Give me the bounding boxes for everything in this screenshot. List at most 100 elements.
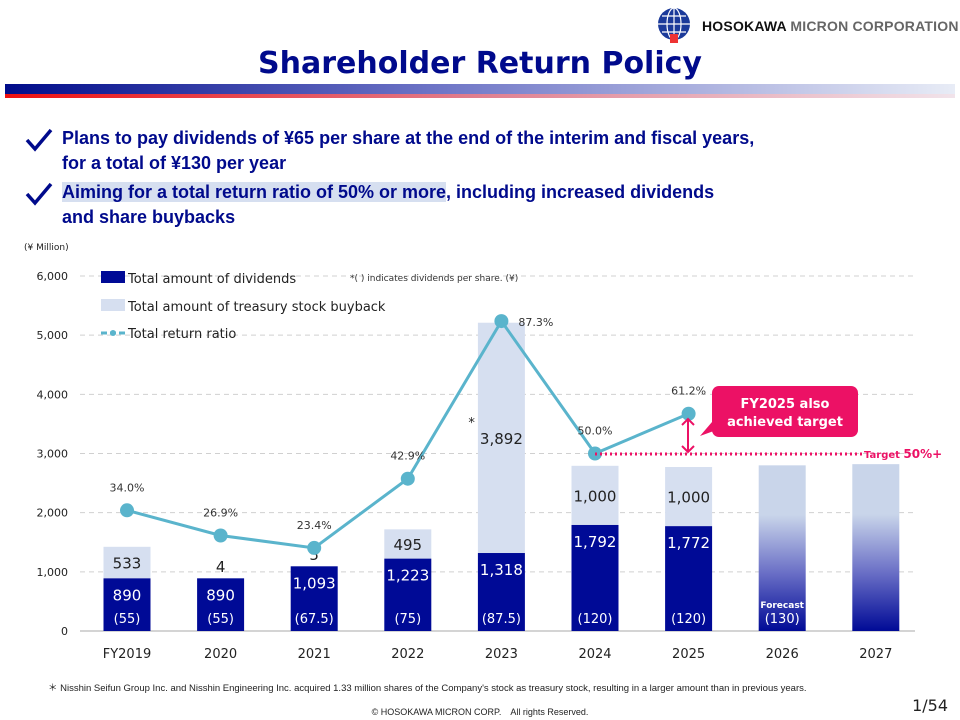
dividend-per-share-label: (130): [765, 612, 800, 627]
bar-buyback: [477, 322, 525, 554]
dividend-per-share-label: (120): [671, 612, 706, 627]
x-tick-label: 2024: [578, 647, 611, 662]
x-tick-label: 2020: [204, 647, 237, 662]
bar-dividends: [103, 578, 151, 631]
return-ratio-point: [494, 314, 509, 329]
y-tick-label: 1,000: [37, 566, 69, 579]
buyback-label: 4: [216, 558, 226, 576]
bullet-1-line-1: Plans to pay dividends of ¥65 per share …: [62, 128, 755, 148]
bullet-return-ratio: Aiming for a total return ratio of 50% o…: [24, 180, 714, 230]
legend-swatch-buyback: [101, 299, 125, 311]
dividends-label: 890: [206, 586, 235, 604]
dividends-label: 1,792: [574, 533, 617, 551]
bullet-2-line-1-rest: , including increased dividends: [446, 182, 715, 202]
unit-label: (¥ Million): [24, 243, 69, 253]
dividends-label: 890: [113, 586, 142, 604]
bar-forecast: [852, 464, 900, 631]
bullet-2-line-2: and share buybacks: [62, 207, 236, 227]
buyback-label: 1,000: [574, 487, 617, 505]
legend-marker-ratio: [110, 330, 116, 336]
y-tick-label: 0: [61, 625, 68, 638]
bar-dividends: [197, 578, 245, 631]
company-logo: HOSOKAWA MICRON CORPORATION: [654, 6, 959, 46]
dividends-label: 1,772: [667, 534, 710, 552]
checkmark-icon: [25, 182, 53, 206]
x-tick-label: 2025: [672, 647, 705, 662]
bar-dividends: [290, 566, 338, 631]
callout-box: [712, 386, 858, 437]
x-tick-label: 2027: [859, 647, 892, 662]
asterisk-mark: *: [468, 416, 475, 431]
y-tick-label: 3,000: [37, 448, 69, 461]
return-ratio-point: [400, 471, 415, 486]
return-ratio-label: 50.0%: [578, 425, 613, 438]
return-ratio-point: [120, 503, 134, 518]
dividend-per-share-label: (67.5): [295, 612, 334, 627]
dividend-per-share-label: (75): [394, 612, 421, 627]
return-ratio-label: 23.4%: [297, 519, 332, 532]
dps-note: *( ) indicates dividends per share. (¥): [350, 274, 518, 284]
x-tick-label: 2021: [298, 647, 331, 662]
gap-arrow-icon: [681, 417, 695, 454]
bar-buyback: [571, 465, 619, 525]
return-ratio-label: 26.9%: [203, 507, 238, 520]
y-tick-label: 2,000: [37, 507, 69, 520]
buyback-label: 533: [113, 555, 142, 573]
copyright: © HOSOKAWA MICRON CORP. All rights Reser…: [371, 707, 589, 717]
x-tick-label: FY2019: [103, 647, 152, 662]
return-ratio-point: [307, 540, 322, 555]
buyback-label: 1,000: [667, 489, 710, 507]
globe-logo-icon: [658, 7, 690, 43]
dividend-per-share-label: (87.5): [482, 612, 521, 627]
page-title: Shareholder Return Policy: [258, 46, 702, 81]
buyback-label: 3,892: [480, 430, 523, 448]
legend-label-ratio: Total return ratio: [127, 327, 236, 342]
bar-forecast: [758, 465, 806, 631]
bar-buyback: [103, 546, 151, 579]
return-ratio-point: [681, 406, 696, 421]
title-divider-red: [5, 94, 955, 98]
page-number: 1/54: [912, 696, 948, 715]
return-ratio-label: 34.0%: [110, 481, 145, 494]
dividends-label: 1,093: [293, 574, 336, 592]
return-ratio-label: 61.2%: [671, 385, 706, 398]
y-tick-label: 6,000: [37, 270, 69, 283]
bar-dividends: [665, 526, 713, 631]
logo-text-bold: HOSOKAWA: [702, 18, 787, 34]
bar-buyback: [665, 466, 713, 527]
dividend-per-share-label: (55): [114, 612, 141, 627]
logo-text-rest: MICRON CORPORATION: [790, 18, 959, 34]
legend-label-buyback: Total amount of treasury stock buyback: [127, 300, 386, 315]
callout-line-2: achieved target: [727, 415, 843, 430]
bar-dividends: [384, 558, 432, 631]
x-tick-label: 2023: [485, 647, 518, 662]
bar-buyback: [384, 529, 432, 559]
legend-label-dividends: Total amount of dividends: [127, 272, 296, 287]
x-tick-label: 2026: [766, 647, 799, 662]
bullet-2-highlight: Aiming for a total return ratio of 50% o…: [62, 182, 447, 202]
legend-swatch-dividends: [101, 271, 125, 283]
dividend-per-share-label: (55): [207, 612, 234, 627]
title-divider-blue: [5, 84, 955, 94]
y-tick-label: 5,000: [37, 329, 69, 342]
callout-line-1: FY2025 also: [741, 397, 830, 412]
forecast-label: Forecast: [760, 601, 804, 611]
bar-dividends: [477, 553, 525, 631]
bullet-1-line-2: for a total of ¥130 per year: [62, 153, 287, 173]
buyback-label: 495: [393, 536, 422, 554]
x-tick-label: 2022: [391, 647, 424, 662]
bullet-dividends: Plans to pay dividends of ¥65 per share …: [24, 126, 754, 176]
return-ratio-point: [213, 528, 228, 543]
target-label: Target 50%+: [864, 447, 942, 461]
return-ratio-label: 87.3%: [518, 316, 553, 329]
dividend-per-share-label: (120): [578, 612, 613, 627]
return-ratio-label: 42.9%: [390, 450, 425, 463]
bar-dividends: [571, 524, 619, 631]
checkmark-icon: [25, 128, 53, 152]
dividends-label: 1,318: [480, 561, 523, 579]
footnote: ＊ Nisshin Seifun Group Inc. and Nisshin …: [48, 683, 807, 694]
buyback-label: 5: [309, 546, 319, 564]
dividends-label: 1,223: [386, 567, 429, 585]
